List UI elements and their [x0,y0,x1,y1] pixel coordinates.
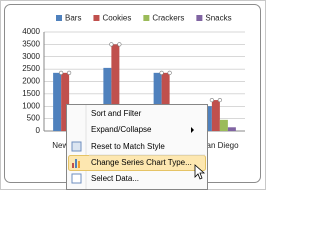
legend-label: Cookies [102,14,131,23]
bar [153,72,162,131]
bar [111,44,120,131]
menu-box [66,104,208,190]
menu-icon [78,161,80,168]
legend-swatch [143,15,150,21]
menu-item[interactable]: Reset to Match Style [91,142,165,151]
selection-handle [159,70,164,75]
legend-swatch [56,15,62,21]
selection-handle [209,97,214,103]
y-tick-label: 2500 [22,64,40,73]
menu-icon [72,163,74,168]
bar [161,72,170,131]
selection-handle [59,70,64,75]
menu-item[interactable]: Sort and Filter [91,109,142,118]
bar [219,119,228,131]
y-tick-label: 500 [27,114,41,123]
selection-handle [167,70,172,75]
bar [211,100,220,131]
selection-handle [117,42,122,47]
bar [103,67,112,131]
legend-swatch [93,15,100,21]
y-tick-label: 1500 [22,89,40,98]
menu-item[interactable]: Change Series Chart Type... [91,158,192,167]
y-tick-label: 4000 [22,27,40,36]
menu-item[interactable]: Select Data... [91,174,139,183]
context-menu: Sort and Filter Expand/Collapse Reset to… [66,104,208,190]
legend-swatch [196,15,203,21]
bar [227,127,236,131]
menu-item[interactable]: Expand/Collapse [91,125,152,134]
x-tick-label: San Diego [201,141,239,150]
legend-label: Bars [65,14,81,23]
selection-handle [217,97,222,103]
legend-label: Crackers [152,14,184,23]
y-tick-label: 3000 [22,52,40,61]
menu-icon [71,141,82,152]
menu-icon [75,159,77,168]
menu-icon [71,173,82,184]
bar [61,72,70,131]
y-tick-label: 1000 [22,101,40,110]
y-tick-label: 3500 [22,39,40,48]
selection-handle [109,42,114,47]
legend-label: Snacks [205,14,231,23]
screenshot: Bars Cookies Crackers Snacks 0 500 1000 1500 200… [0,0,266,190]
mouse-pointer [194,164,206,180]
bar [53,72,62,131]
selection-handle [67,70,72,75]
y-tick-label: 0 [36,126,41,135]
y-tick-label: 2000 [22,77,40,86]
submenu-arrow [191,127,194,133]
